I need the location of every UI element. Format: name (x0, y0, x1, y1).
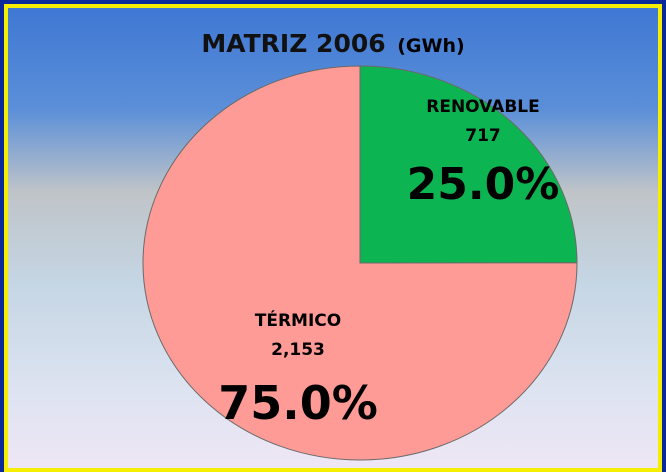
pie-slice (142, 65, 578, 461)
slice-category: TÉRMICO (255, 309, 341, 331)
title-unit: (GWh) (397, 35, 464, 57)
pie-slice (359, 65, 578, 264)
slice-percent: 75.0% (218, 376, 378, 430)
chart: MATRIZ 2006 (GWh) RENOVABLE 717 25.0% TÉRMI… (142, 29, 578, 461)
title-main: MATRIZ 2006 (201, 29, 385, 58)
slice-value: 717 (465, 126, 501, 146)
slice-percent: 25.0% (407, 159, 560, 210)
chart-title: MATRIZ 2006 (GWh) (201, 29, 464, 58)
slice-category: RENOVABLE (426, 97, 540, 117)
slice-value: 2,153 (271, 340, 325, 360)
frame: MATRIZ 2006 (GWh) RENOVABLE 717 25.0% TÉRMI… (4, 4, 662, 472)
